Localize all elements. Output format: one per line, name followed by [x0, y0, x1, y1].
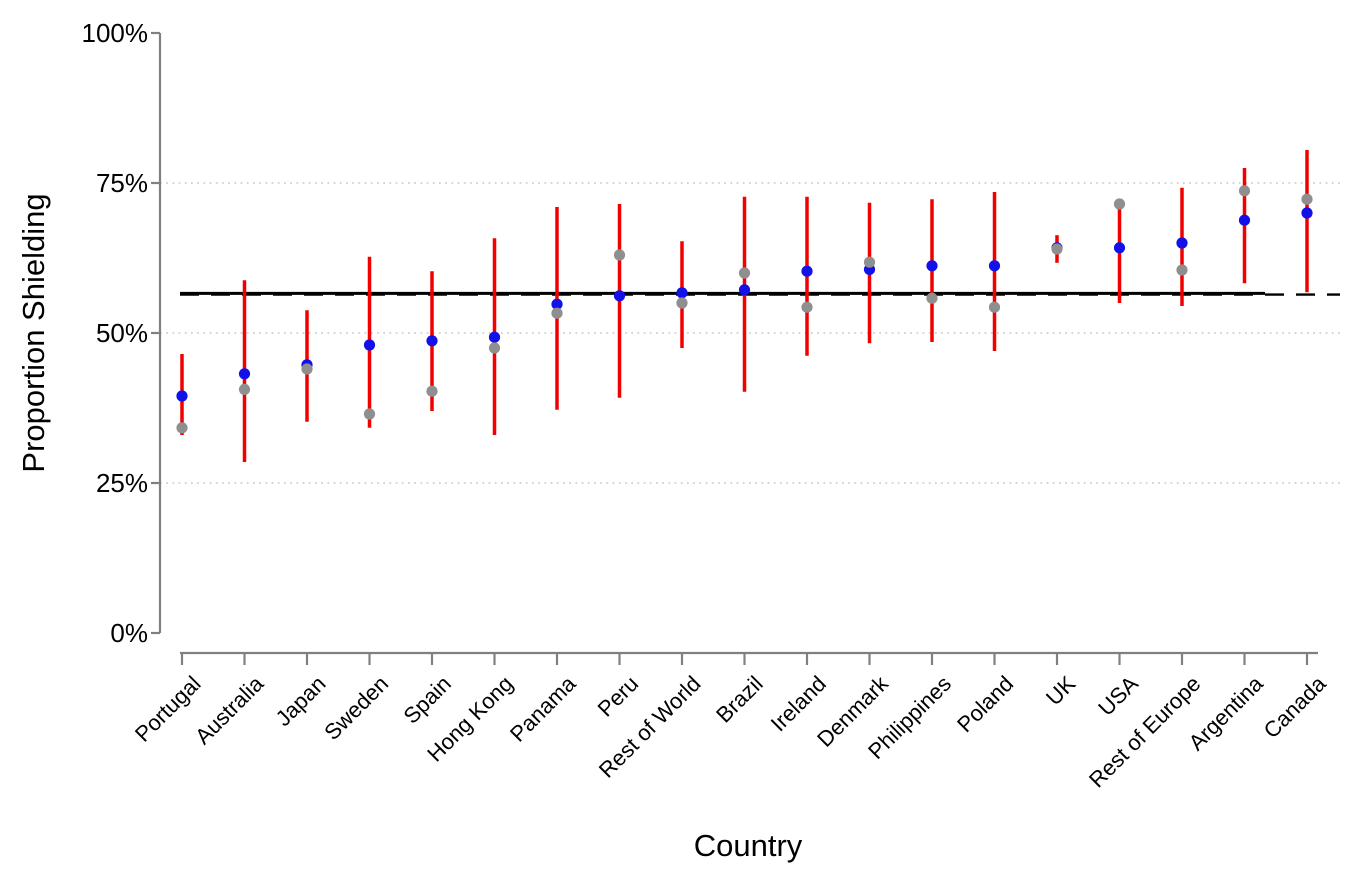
gray-dot	[738, 267, 751, 279]
blue-dot	[238, 368, 251, 380]
blue-dot	[926, 260, 938, 272]
blue-dot	[426, 335, 438, 347]
blue-dot	[1113, 242, 1126, 254]
gray-dot	[238, 383, 251, 395]
blue-dot	[1238, 214, 1251, 226]
gray-dot	[176, 422, 188, 434]
gray-dot	[1301, 193, 1313, 205]
gray-dot	[801, 301, 813, 313]
y-tick-label: 25%	[95, 468, 148, 498]
y-tick-label: 75%	[95, 168, 148, 198]
blue-dot	[176, 390, 188, 402]
blue-dot	[551, 298, 563, 310]
blue-dot	[676, 287, 688, 299]
gray-dot	[1238, 185, 1251, 197]
gray-dot	[1051, 243, 1063, 255]
gray-dot	[363, 408, 376, 420]
gray-dot	[1176, 264, 1188, 276]
gray-dot	[301, 363, 313, 375]
gray-dot	[551, 307, 563, 319]
y-tick-label: 100%	[81, 18, 149, 48]
blue-dot	[801, 265, 813, 277]
blue-dot	[988, 260, 1001, 272]
blue-dot	[363, 339, 376, 351]
x-axis-title: Country	[693, 828, 803, 863]
blue-dot	[613, 290, 626, 302]
gray-dot	[988, 301, 1001, 313]
gray-dot	[926, 292, 938, 304]
gray-dot	[426, 385, 438, 397]
gray-dot	[863, 256, 876, 268]
blue-dot	[488, 331, 501, 343]
gray-dot	[676, 297, 688, 309]
gray-dot	[1113, 198, 1126, 210]
blue-dot	[738, 284, 751, 296]
gray-dot	[613, 249, 626, 261]
y-tick-label: 0%	[110, 618, 148, 648]
blue-dot	[1301, 207, 1313, 219]
blue-dot	[1176, 237, 1188, 249]
y-tick-label: 50%	[95, 318, 148, 348]
gray-dot	[488, 342, 501, 354]
